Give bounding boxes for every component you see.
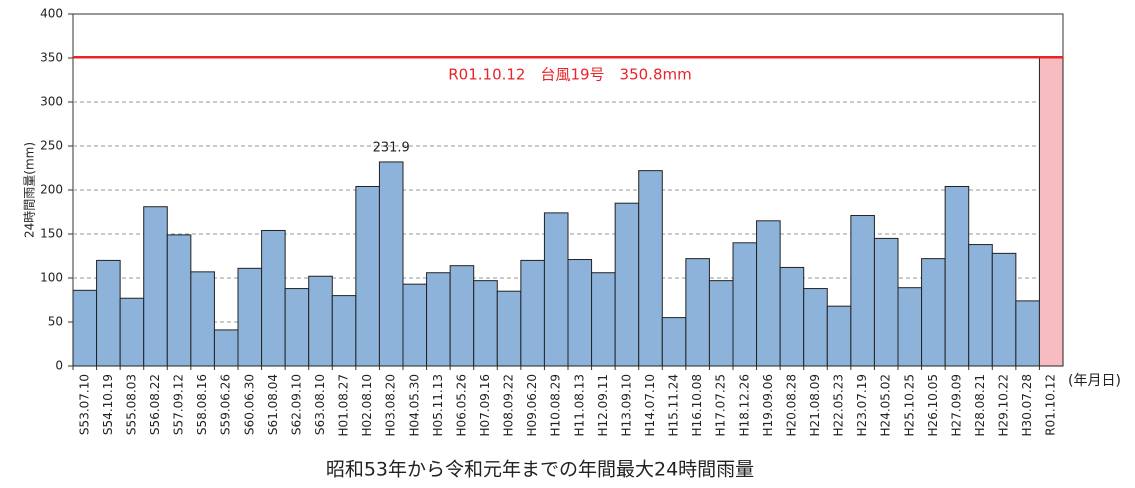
bar bbox=[803, 288, 828, 367]
x-tick-label: S62.09.10 bbox=[289, 374, 303, 435]
bar bbox=[638, 170, 663, 367]
y-tick-label: 250 bbox=[40, 139, 63, 153]
x-tick-label: S57.09.12 bbox=[172, 374, 186, 435]
bar bbox=[591, 272, 616, 367]
bar bbox=[119, 297, 145, 367]
bar bbox=[826, 305, 852, 367]
bar bbox=[708, 280, 734, 367]
x-tick-label: H27.09.09 bbox=[949, 374, 963, 436]
x-tick-label: H07.09.16 bbox=[478, 374, 492, 436]
x-tick-label: H29.10.22 bbox=[997, 374, 1011, 436]
bar bbox=[402, 283, 428, 367]
bar bbox=[284, 288, 310, 367]
x-tick-label: H15.11.24 bbox=[667, 374, 681, 436]
bar bbox=[355, 185, 380, 367]
bar bbox=[213, 329, 239, 367]
bar bbox=[1038, 56, 1064, 367]
bar bbox=[897, 287, 923, 367]
bar bbox=[473, 280, 498, 367]
x-tick-label: H24.05.02 bbox=[879, 374, 893, 436]
x-tick-label: H09.06.20 bbox=[525, 374, 539, 436]
bar bbox=[520, 259, 545, 367]
x-tick-label: S63.08.10 bbox=[313, 374, 327, 435]
bar bbox=[543, 212, 569, 367]
x-tick-label: R01.10.12 bbox=[1044, 374, 1058, 436]
y-tick-label: 400 bbox=[40, 7, 63, 21]
x-tick-label: S53.07.10 bbox=[77, 374, 91, 435]
y-tick-label: 300 bbox=[40, 95, 63, 109]
bar bbox=[732, 242, 758, 367]
x-tick-label: H13.09.10 bbox=[619, 374, 633, 436]
x-axis-label: (年月日) bbox=[1068, 373, 1121, 389]
x-tick-label: S54.10.19 bbox=[101, 374, 115, 435]
y-tick-label: 350 bbox=[40, 51, 63, 65]
bar bbox=[331, 295, 357, 367]
x-tick-label: S61.08.04 bbox=[266, 374, 280, 435]
bar bbox=[850, 215, 875, 367]
bar bbox=[449, 265, 475, 367]
y-tick-label: 200 bbox=[40, 183, 63, 197]
x-tick-label: H18.12.26 bbox=[737, 374, 751, 436]
bar bbox=[496, 290, 522, 367]
x-tick-label: H10.08.29 bbox=[549, 374, 563, 436]
bar bbox=[72, 289, 98, 367]
bar bbox=[685, 258, 710, 367]
x-tick-label: S58.08.16 bbox=[195, 374, 209, 435]
x-tick-label: H02.08.10 bbox=[360, 374, 374, 436]
x-tick-label: H08.09.22 bbox=[502, 374, 516, 436]
x-tick-label: H11.08.13 bbox=[572, 374, 586, 436]
bar bbox=[614, 202, 640, 367]
bar bbox=[96, 259, 121, 367]
x-tick-label: H05.11.13 bbox=[431, 374, 445, 436]
bar bbox=[921, 258, 946, 367]
y-tick-label: 100 bbox=[40, 271, 63, 285]
bar bbox=[873, 237, 899, 367]
bar bbox=[261, 229, 286, 367]
y-tick-label: 150 bbox=[40, 227, 63, 241]
x-tick-label: H20.08.28 bbox=[784, 374, 798, 436]
x-tick-label: H04.05.30 bbox=[407, 374, 421, 436]
x-tick-label: H25.10.25 bbox=[902, 374, 916, 436]
data-label: 231.9 bbox=[373, 140, 410, 155]
bar bbox=[426, 272, 451, 367]
x-tick-label: H23.07.19 bbox=[855, 374, 869, 436]
x-tick-label: H12.09.11 bbox=[596, 374, 610, 436]
x-tick-label: H03.08.20 bbox=[384, 374, 398, 436]
x-tick-label: H19.09.06 bbox=[761, 374, 775, 436]
x-tick-label: H21.08.09 bbox=[808, 374, 822, 436]
bar bbox=[237, 267, 263, 367]
x-tick-label: H30.07.28 bbox=[1020, 374, 1034, 436]
bar bbox=[661, 317, 687, 367]
bar bbox=[779, 266, 805, 367]
bar bbox=[378, 161, 404, 367]
bar bbox=[567, 259, 593, 367]
bar bbox=[1015, 300, 1040, 367]
x-tick-label: H22.05.23 bbox=[832, 374, 846, 436]
x-tick-label: H28.08.21 bbox=[973, 374, 987, 436]
x-tick-label: H16.10.08 bbox=[690, 374, 704, 436]
x-tick-label: S55.08.03 bbox=[124, 374, 138, 435]
y-axis-label: 24時間雨量(mm) bbox=[23, 142, 37, 238]
x-tick-label: S56.08.22 bbox=[148, 374, 162, 435]
x-tick-label: H06.05.26 bbox=[454, 374, 468, 436]
x-tick-label: H01.08.27 bbox=[337, 374, 351, 436]
bar bbox=[968, 244, 993, 367]
y-tick-label: 50 bbox=[48, 315, 63, 329]
bar bbox=[991, 252, 1017, 367]
annotation: R01.10.12 台風19号 350.8mm bbox=[448, 66, 691, 84]
x-tick-label: S60.06.30 bbox=[242, 374, 256, 435]
bar bbox=[944, 185, 970, 367]
bar bbox=[166, 234, 192, 367]
x-tick-label: S59.06.26 bbox=[219, 374, 233, 435]
bar bbox=[756, 220, 781, 367]
bar bbox=[190, 271, 215, 367]
bar bbox=[308, 275, 333, 367]
x-tick-label: H17.07.25 bbox=[714, 374, 728, 436]
bar bbox=[143, 206, 168, 367]
y-tick-label: 0 bbox=[55, 359, 63, 373]
x-tick-label: H14.07.10 bbox=[643, 374, 657, 436]
chart-title: 昭和53年から令和元年までの年間最大24時間雨量 bbox=[326, 459, 754, 481]
x-tick-label: H26.10.05 bbox=[926, 374, 940, 436]
